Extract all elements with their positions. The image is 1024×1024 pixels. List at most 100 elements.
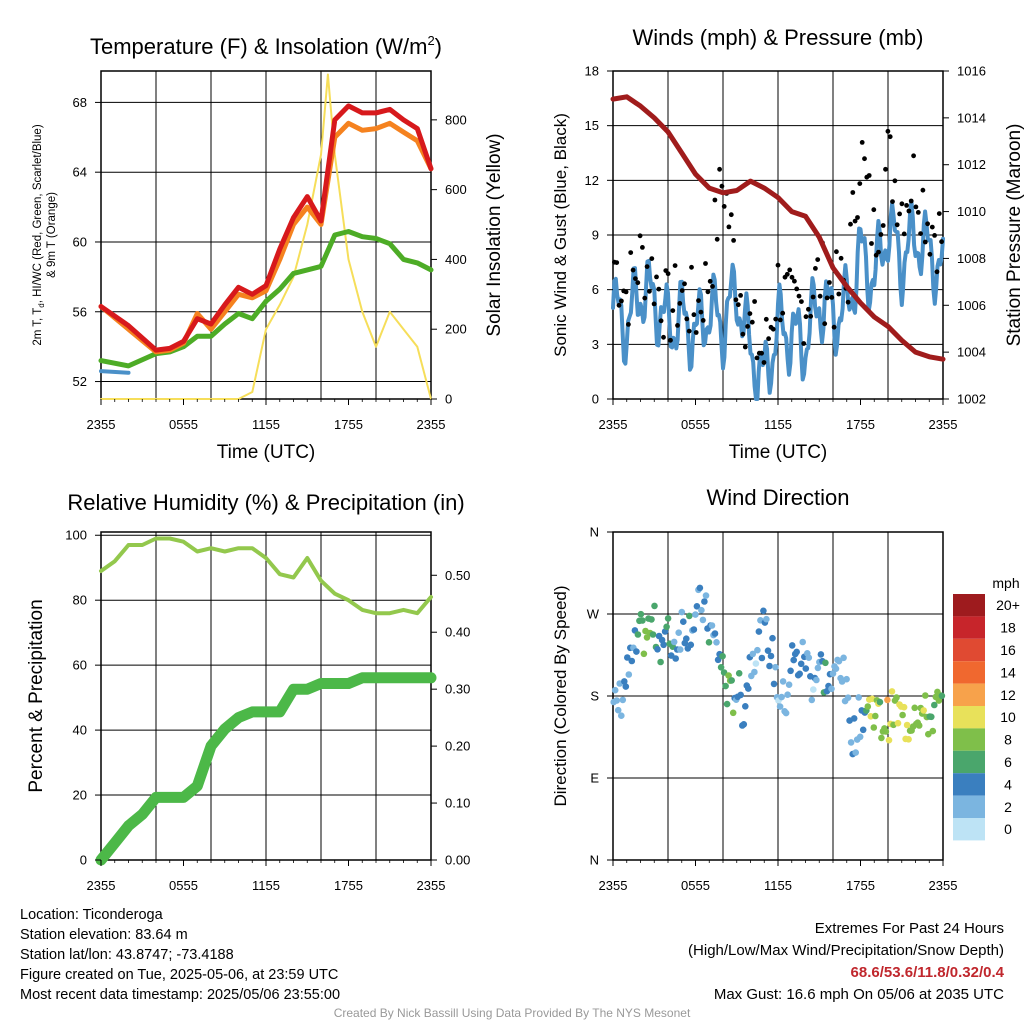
direction-point: [713, 639, 720, 646]
direction-point: [628, 657, 636, 665]
direction-point: [675, 629, 682, 636]
direction-point: [637, 610, 645, 618]
gust-point: [848, 221, 853, 227]
temperature-x-ticks: 2355 0555 1155 1755 2355: [87, 399, 445, 432]
direction-point: [717, 664, 725, 671]
direction-point: [648, 616, 655, 623]
y2-tick-label: 400: [445, 252, 467, 267]
direction-point: [728, 677, 735, 684]
gust-point: [644, 264, 650, 269]
y-tick-label: 6: [592, 282, 599, 297]
speed-colorbar: 20+ 18 16 14 12 10 8 6 4 2 0: [953, 594, 1020, 841]
gust-point: [857, 181, 863, 187]
gust-point: [815, 257, 821, 262]
temperature-panel: Temperature (F) & Insolation (W/m2) 52 56…: [32, 33, 505, 463]
direction-point: [725, 672, 732, 679]
colorbar-label: 12: [1000, 687, 1016, 703]
gust-point: [932, 233, 937, 238]
gust-point: [766, 336, 771, 342]
x-tick-label: 1755: [846, 417, 875, 432]
y-tick-label: S: [590, 689, 599, 704]
direction-point: [714, 656, 722, 664]
temperature-y-ticks: 52 56 60 64 68: [73, 95, 101, 389]
direction-points: [610, 584, 946, 758]
x-tick-label: 1155: [252, 417, 280, 432]
direction-point: [764, 647, 772, 654]
direction-point: [905, 736, 912, 743]
direction-point: [785, 681, 793, 688]
gust-point: [927, 251, 933, 257]
gust-point: [836, 291, 842, 297]
y2-tick-label: 0.10: [445, 796, 470, 811]
gust-point: [691, 312, 697, 318]
humidity-series: [99, 536, 433, 616]
gust-point: [656, 286, 662, 292]
gust-point: [894, 222, 900, 228]
direction-point: [749, 650, 757, 658]
gust-point: [633, 276, 638, 281]
gust-point: [922, 239, 928, 245]
direction-point: [683, 635, 690, 642]
gust-point: [668, 337, 673, 343]
gust-point: [862, 156, 867, 162]
humidity-x-ticks: 2355 0555 1155 1755 2355: [87, 860, 446, 893]
gust-point: [635, 280, 641, 286]
y2-tick-label: 1006: [957, 298, 986, 313]
y2-tick-label: 1016: [957, 64, 986, 79]
gust-point: [883, 166, 888, 172]
direction-point: [817, 651, 825, 658]
gust-point: [871, 207, 877, 213]
gust-point: [934, 269, 940, 275]
gust-point: [649, 256, 655, 261]
direction-point: [640, 650, 648, 658]
gust-point: [640, 245, 645, 250]
y-tick-label: 40: [73, 723, 87, 738]
credit-line: Created By Nick Bassill Using Data Provi…: [333, 1006, 691, 1020]
x-tick-label: 0555: [681, 878, 710, 893]
x-tick-label: 1155: [764, 878, 792, 893]
direction-point: [754, 646, 761, 654]
gust-point: [904, 203, 909, 208]
colorbar-swatch: [953, 818, 985, 841]
gust-point: [719, 183, 725, 189]
y2-tick-label: 1014: [957, 110, 986, 125]
direction-point: [698, 606, 705, 614]
y-tick-label: 60: [73, 658, 87, 673]
colorbar-swatch: [953, 795, 985, 818]
direction-point: [844, 694, 852, 701]
gust-point: [794, 286, 800, 292]
gust-point: [810, 294, 816, 300]
station-elevation: Station elevation: 83.64 m: [20, 927, 188, 943]
gust-point: [929, 224, 935, 230]
colorbar-swatch: [953, 683, 985, 706]
y-tick-label: 64: [73, 165, 87, 180]
gust-point: [890, 199, 895, 205]
y2-tick-label: 0: [445, 392, 452, 407]
gust-point: [628, 250, 634, 256]
gust-point: [670, 308, 676, 313]
direction-point: [828, 685, 835, 693]
y-tick-label: 0: [80, 853, 87, 868]
y-tick-label: N: [590, 853, 599, 868]
colorbar-unit-label: mph: [992, 575, 1019, 591]
y-tick-label: 18: [585, 64, 599, 79]
direction-point: [657, 658, 664, 666]
direction-point: [737, 691, 744, 699]
pressure-line: [610, 94, 946, 362]
gust-point: [735, 302, 741, 308]
gust-point: [892, 178, 898, 184]
gust-point: [880, 223, 886, 228]
gust-point: [682, 281, 687, 287]
direction-point: [899, 711, 906, 719]
direction-point: [760, 607, 767, 615]
direction-point: [692, 611, 699, 618]
x-tick-label: 2355: [417, 878, 446, 893]
gust-point: [749, 319, 755, 325]
direction-point: [808, 696, 816, 704]
x-tick-label: 2355: [87, 878, 116, 893]
y2-tick-label: 600: [445, 182, 467, 197]
direction-point: [701, 598, 708, 605]
gust-point: [775, 262, 781, 268]
colorbar-swatch: [953, 661, 985, 684]
wind-y-label: Sonic Wind & Gust (Blue, Black): [551, 113, 570, 357]
